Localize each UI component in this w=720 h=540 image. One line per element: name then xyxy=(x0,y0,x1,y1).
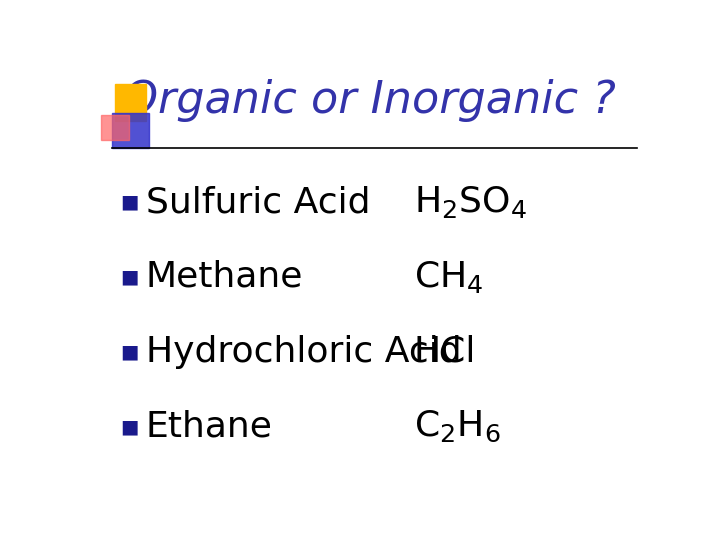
Bar xyxy=(101,114,129,140)
Text: Organic or Inorganic ?: Organic or Inorganic ? xyxy=(122,79,616,122)
Bar xyxy=(115,84,145,121)
Text: H$_2$SO$_4$: H$_2$SO$_4$ xyxy=(413,184,526,220)
Text: HCl: HCl xyxy=(413,335,476,369)
Text: CH$_4$: CH$_4$ xyxy=(413,259,483,295)
Text: ■: ■ xyxy=(120,193,138,212)
Bar xyxy=(112,113,148,148)
Text: Sulfuric Acid: Sulfuric Acid xyxy=(145,185,370,219)
Text: ■: ■ xyxy=(120,342,138,361)
Text: ■: ■ xyxy=(120,267,138,286)
Text: ■: ■ xyxy=(120,417,138,436)
Text: Ethane: Ethane xyxy=(145,409,273,443)
Text: Hydrochloric Acid: Hydrochloric Acid xyxy=(145,335,462,369)
Text: Methane: Methane xyxy=(145,260,303,294)
Text: C$_2$H$_6$: C$_2$H$_6$ xyxy=(413,409,500,444)
